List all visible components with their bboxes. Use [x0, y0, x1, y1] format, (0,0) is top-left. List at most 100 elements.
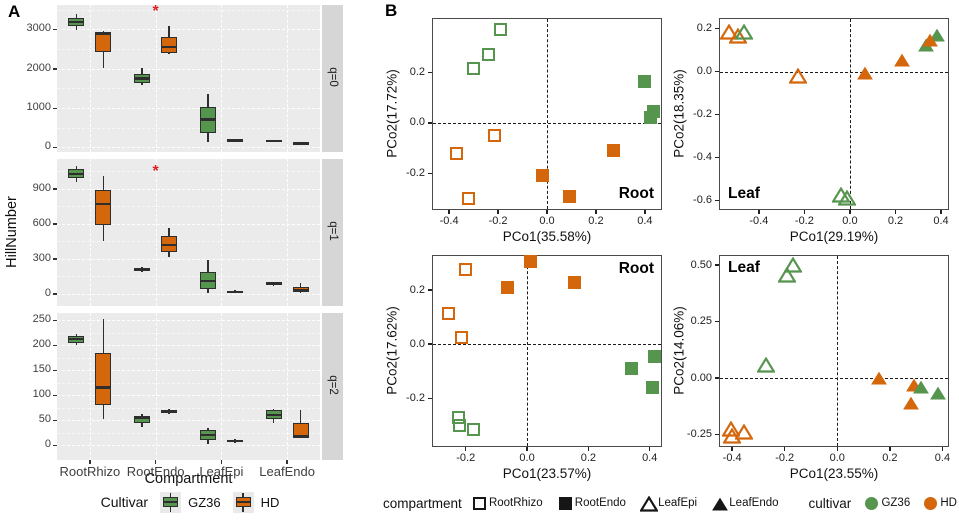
y-axis-tick-label: 0.25 — [690, 315, 712, 328]
facet-strip-label: q=0 — [326, 66, 339, 87]
y-axis-tick-mark — [428, 122, 432, 124]
panel-b-legend: compartment RootRhizo RootEndo LeafEpi LeafE… — [383, 490, 957, 516]
scatter-point-rootendo-hd — [500, 280, 514, 294]
plot-corner-label: Leaf — [728, 185, 760, 202]
x-axis-tick-label: 0.0 — [842, 215, 858, 227]
gridline-vertical — [89, 5, 91, 152]
gridline-major — [57, 29, 320, 31]
significance-star: * — [152, 2, 159, 20]
x-axis-tick-mark — [803, 210, 806, 214]
legend-item-gz36: GZ36 — [881, 497, 911, 509]
zero-line-horizontal — [433, 344, 661, 346]
gridline-vertical — [155, 5, 157, 152]
gridline-major — [57, 370, 320, 371]
y-axis-tick-label: -0.2 — [406, 391, 425, 404]
box-median-line — [265, 413, 282, 417]
y-axis-tick-mark — [715, 433, 719, 436]
zero-line-horizontal — [720, 71, 948, 73]
gridline-major — [57, 320, 320, 321]
gridline-vertical — [287, 159, 289, 306]
gridline-minor — [57, 127, 320, 129]
y-axis-tick-mark — [715, 113, 719, 116]
scatter-point-leafepi-hd — [788, 67, 807, 84]
gridline-vertical — [221, 5, 223, 152]
y-axis-tick-label: -0.2 — [693, 108, 712, 121]
box-median-line — [95, 32, 112, 36]
y-axis-tick-mark — [715, 320, 719, 323]
y-axis-tick-label: 50 — [38, 413, 51, 425]
y-axis-tick-mark — [53, 293, 57, 295]
y-axis-tick-label: 0.0 — [696, 65, 712, 78]
boxplot-key-part — [235, 501, 251, 503]
y-axis-tick-mark — [428, 343, 432, 345]
x-axis-tick-mark — [644, 210, 646, 214]
x-axis-tick-mark — [546, 210, 548, 214]
scatter-point-rootendo-gz36 — [644, 111, 658, 125]
scatter-point-leafepi-gz36 — [757, 356, 776, 373]
box-median-line — [226, 290, 243, 294]
legend-key-holder — [922, 495, 938, 512]
boxplot-key-gz36-icon — [160, 491, 182, 513]
box-median-line — [68, 20, 85, 24]
x-axis-tick-label: RootEndo — [126, 464, 185, 479]
x-axis-tick-mark — [286, 460, 288, 464]
x-axis-tick-label: 0.0 — [519, 452, 535, 464]
y-axis-tick-label: 900 — [32, 181, 51, 194]
panel-a-legend: Cultivar GZ36 HD — [0, 489, 380, 515]
y-axis-tick-mark — [428, 172, 432, 175]
x-axis-tick-label: 0.4 — [933, 215, 949, 227]
scatter-point-rootrhizo-hd — [462, 192, 476, 206]
gridline-major — [57, 345, 320, 346]
box-median-line — [292, 288, 309, 292]
x-axis-tick-label: 0.2 — [580, 452, 597, 464]
boxplot-key-hd-icon — [232, 491, 254, 513]
box-median-line — [292, 141, 309, 145]
y-axis-tick-label: 1000 — [26, 101, 51, 114]
gridline-major — [57, 68, 320, 70]
scatter-point-leafendo-gz36 — [929, 28, 945, 42]
x-axis-tick-mark — [648, 447, 651, 451]
y-axis-tick-mark — [53, 68, 57, 70]
y-axis-tick-label: 2000 — [26, 61, 51, 74]
scatter-point-leafendo-gz36 — [930, 386, 947, 400]
x-axis-tick-mark — [889, 447, 891, 451]
scatter-point-rootendo-gz36 — [646, 381, 660, 394]
scatter-point-leafepi-hd — [734, 424, 753, 440]
x-axis-tick-mark — [731, 447, 733, 451]
y-axis-tick-label: -0.25 — [686, 428, 712, 441]
legend-item-hd: HD — [940, 497, 957, 509]
scatter-point-leafepi-gz36 — [778, 267, 797, 283]
x-axis-tick-mark — [783, 447, 786, 451]
plot-corner-label: Root — [618, 185, 654, 202]
panel-a-legend-label-gz36: GZ36 — [188, 494, 221, 510]
box-median-line — [161, 243, 178, 247]
x-axis-title: PCo1(23.57%) — [502, 466, 592, 481]
scatter-plot-panel — [719, 18, 949, 210]
x-axis-tick-label: RootRhizo — [59, 464, 121, 479]
x-axis-tick-mark — [849, 210, 851, 214]
panel-a-x-axis-title: Compartment — [144, 471, 233, 487]
x-axis-tick-label: 0.4 — [934, 452, 951, 464]
scatter-point-rootrhizo-gz36 — [453, 418, 467, 432]
y-axis-tick-label: -0.4 — [693, 150, 712, 163]
x-axis-tick-label: -0.2 — [794, 215, 814, 227]
scatter-point-rootendo-hd — [562, 189, 576, 203]
legend-cultivar-title: cultivar — [808, 495, 852, 511]
x-axis-title: PCo1(35.58%) — [502, 229, 592, 244]
x-axis-title: PCo1(29.19%) — [789, 229, 879, 244]
scatter-point-rootrhizo-gz36 — [481, 48, 495, 62]
y-axis-tick-label: -0.2 — [406, 166, 425, 179]
gridline-major — [57, 188, 320, 190]
scatter-point-leafendo-hd — [856, 66, 873, 80]
circle-gz36-icon — [865, 496, 879, 510]
x-axis-tick-mark — [894, 210, 897, 214]
scatter-point-rootrhizo-gz36 — [467, 62, 481, 76]
gridline-minor — [57, 357, 320, 359]
x-axis-title: PCo1(23.55%) — [789, 466, 879, 481]
scatter-point-leafendo-hd — [922, 33, 938, 47]
scatter-point-rootendo-hd — [568, 275, 582, 289]
box-median-line — [134, 416, 151, 419]
significance-star: * — [152, 162, 159, 180]
x-axis-tick-mark — [497, 210, 499, 214]
